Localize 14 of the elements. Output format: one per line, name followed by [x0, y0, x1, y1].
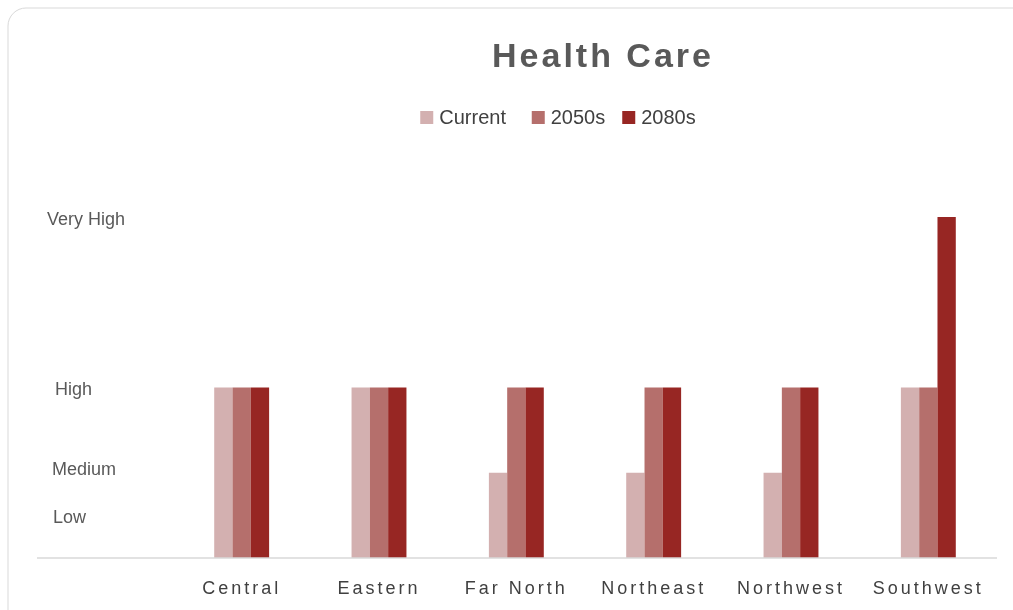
- text: Low: [53, 507, 88, 527]
- x-tick-label: Northeast: [601, 578, 707, 598]
- chart-title: Health Care: [492, 36, 714, 74]
- x-tick-label: Far North: [464, 578, 568, 598]
- text: High: [55, 379, 93, 399]
- x-tick-label: Central: [202, 578, 282, 598]
- legend-label: 2050s: [550, 106, 606, 128]
- x-tick-label: Northwest: [736, 578, 846, 598]
- text: Medium: [52, 459, 117, 479]
- x-tick-label: Eastern: [337, 578, 421, 598]
- text: Very High: [47, 209, 126, 229]
- legend-label: Current: [439, 106, 507, 128]
- legend-label: 2080s: [641, 106, 696, 128]
- x-tick-label: Southwest: [872, 578, 984, 598]
